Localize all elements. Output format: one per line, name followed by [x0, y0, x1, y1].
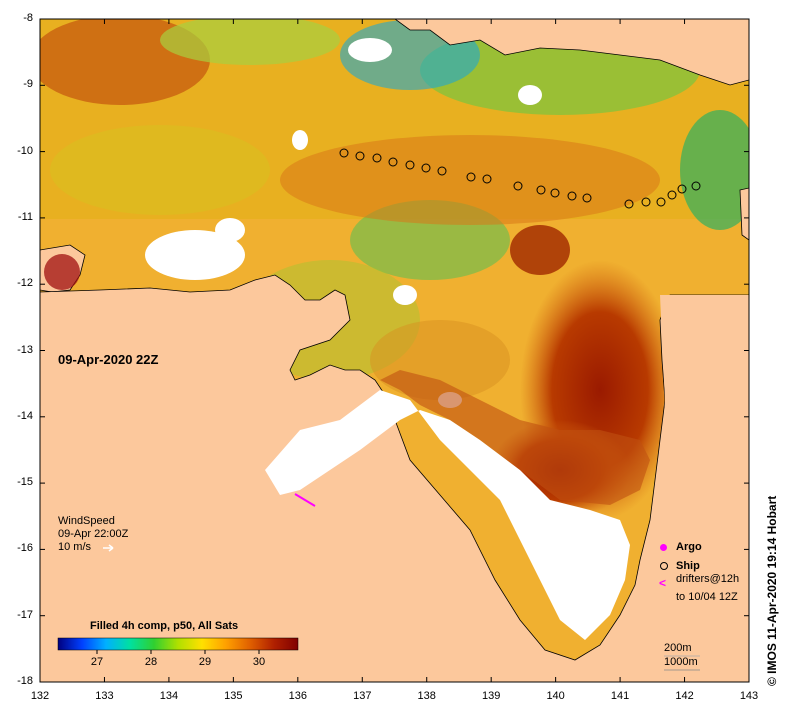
x-tick-label: 137: [353, 690, 372, 702]
wind-scale-arrow: [103, 544, 114, 552]
y-tick-label: -10: [17, 144, 33, 157]
drifter-track: [294, 493, 316, 507]
depth-1000: 1000m: [664, 656, 698, 668]
credit-text: © IMOS 11-Apr-2020 19:14 Hobart: [765, 495, 779, 686]
x-tick-label: 134: [159, 690, 179, 702]
x-tick-label: 135: [224, 690, 243, 702]
colorbar-tick: 28: [144, 656, 158, 668]
x-tick-label: 140: [546, 690, 565, 702]
wind-legend-title: WindSpeed: [58, 515, 115, 527]
y-tick-label: -11: [17, 210, 33, 223]
marker-legend: Argo Ship < drifters@12h to 10/04 12Z: [659, 541, 740, 604]
depth-legend: 200m 1000m: [664, 641, 698, 669]
y-tick-label: -15: [17, 476, 33, 489]
y-tick-label: -17: [17, 608, 33, 621]
x-tick-label: 133: [95, 690, 114, 702]
y-tick-label: -8: [23, 12, 33, 24]
ship-track: [339, 148, 701, 209]
map-area: [40, 19, 749, 682]
wind-legend-time: 09-Apr 22:00Z: [58, 528, 129, 540]
x-tick-label: 138: [417, 690, 436, 702]
colorbar-tick: 27: [90, 656, 104, 668]
x-tick-label: 132: [30, 690, 50, 702]
argo-icon: [660, 544, 667, 551]
x-tick-label: 141: [610, 690, 630, 702]
cloud-gap-gulf: [265, 390, 630, 640]
legend-drifters-1: drifters@12h: [676, 573, 740, 585]
legend-drifters-2: to 10/04 12Z: [676, 591, 738, 603]
date-label: 09-Apr-2020 22Z: [58, 352, 159, 367]
colorbar: [57, 637, 299, 651]
y-tick-label: -13: [17, 343, 33, 356]
ship-icon: [660, 562, 668, 570]
drifter-icon: <: [659, 576, 667, 590]
x-tick-label: 142: [675, 690, 694, 702]
colorbar-tick: 30: [252, 656, 266, 668]
y-tick-label: -9: [23, 78, 33, 91]
y-tick-label: -12: [17, 277, 33, 290]
land-new-guinea: [394, 19, 749, 86]
x-tick-label: 136: [288, 690, 307, 702]
y-tick-label: -16: [17, 542, 33, 555]
depth-200: 200m: [664, 642, 692, 654]
colorbar-tick: 29: [198, 656, 212, 668]
legend-ship: Ship: [676, 560, 700, 572]
wind-legend: WindSpeed 09-Apr 22:00Z 10 m/s: [58, 515, 128, 554]
legend-argo: Argo: [676, 541, 702, 553]
x-tick-label: 139: [481, 690, 501, 702]
y-tick-label: -14: [17, 409, 33, 422]
x-tick-label: 143: [739, 690, 759, 702]
colorbar-title: Filled 4h comp, p50, All Sats: [90, 620, 239, 632]
wind-legend-scale: 10 m/s: [58, 541, 92, 553]
y-tick-label: -18: [17, 675, 33, 687]
